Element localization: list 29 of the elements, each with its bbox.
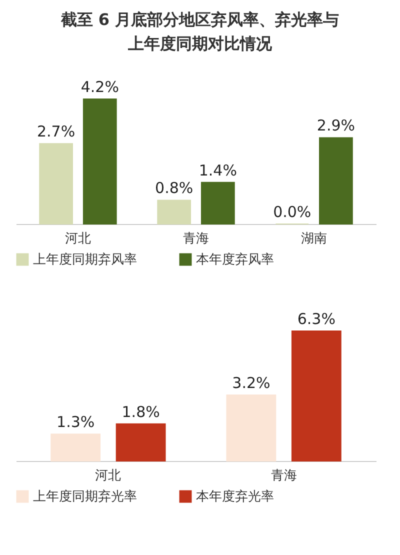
legend-label: 上年度同期弃光率 <box>33 488 137 505</box>
data-label: 1.3% <box>56 413 95 432</box>
x-tick-label: 青海 <box>270 468 297 484</box>
data-label: 1.8% <box>122 402 160 421</box>
data-label: 2.7% <box>36 122 76 141</box>
bar <box>50 434 101 462</box>
x-tick-label: 青海 <box>183 232 209 246</box>
bar <box>39 143 73 224</box>
bar <box>200 182 235 224</box>
data-label: 6.3% <box>297 310 336 328</box>
bar <box>319 137 353 224</box>
x-tick-label: 河北 <box>64 232 91 246</box>
data-label: 0.0% <box>273 203 312 221</box>
legend-label: 本年度弃光率 <box>196 488 274 505</box>
data-label: 2.9% <box>316 116 356 135</box>
bar <box>82 98 117 224</box>
x-tick-label: 湖南 <box>301 232 328 246</box>
data-label: 4.2% <box>80 78 119 96</box>
data-label: 0.8% <box>155 179 194 198</box>
legend-label: 上年度同期弃风率 <box>33 252 137 268</box>
bar <box>157 200 192 224</box>
bar <box>291 330 342 462</box>
legend-label: 本年度弃风率 <box>196 252 274 268</box>
bar <box>116 423 166 462</box>
data-label: 1.4% <box>198 161 237 180</box>
chart-title: 截至 6 月底部分地区弃风率、弃光率与上年度同期对比情况 <box>60 9 340 55</box>
data-label: 3.2% <box>232 374 270 392</box>
x-tick-label: 河北 <box>95 468 122 484</box>
bar <box>226 394 276 462</box>
